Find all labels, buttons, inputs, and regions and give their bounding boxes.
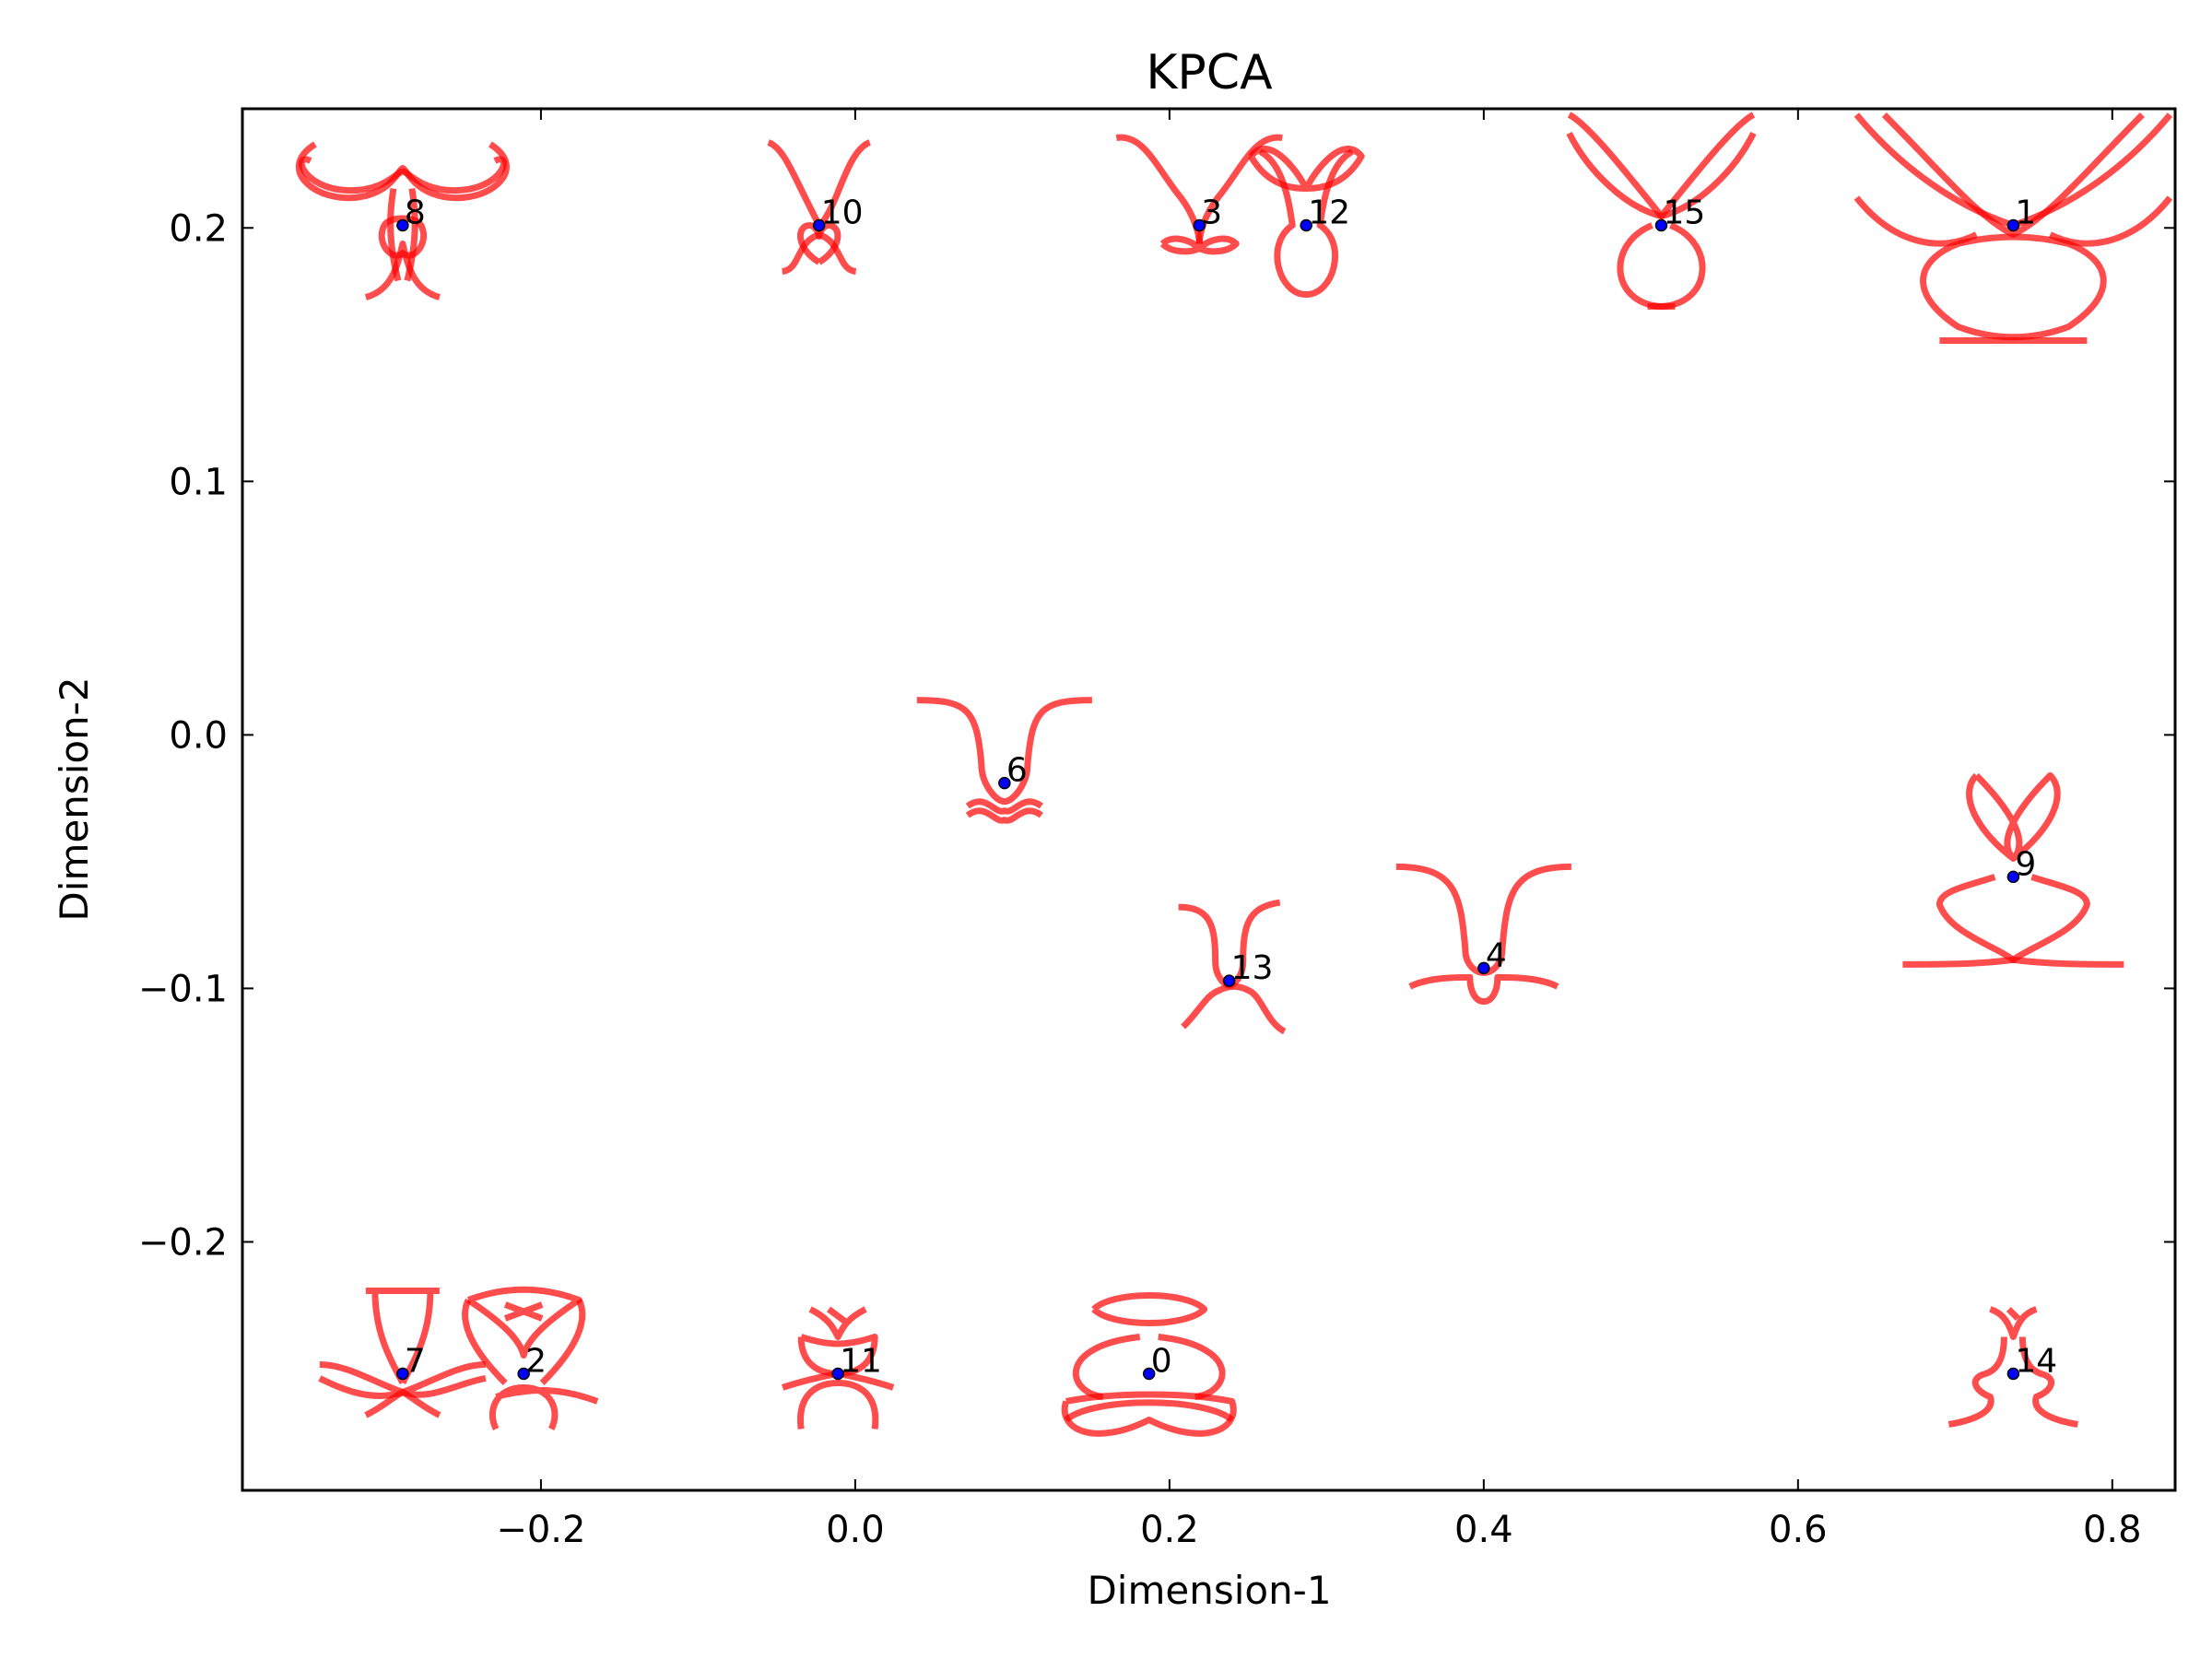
glyph-stroke xyxy=(1181,982,1287,1035)
glyph-stroke xyxy=(1947,1336,2078,1428)
point-label: 1 xyxy=(2015,194,2036,232)
point-marker xyxy=(396,1367,409,1381)
point-label: 8 xyxy=(405,194,426,232)
glyph-14 xyxy=(1947,1306,2078,1428)
tick-layer: −0.2 0.0 0.2 0.4 0.6 0.8 0.2 0.1 0.0 −0.1 −0.2 xyxy=(138,109,2175,1551)
glyph-stroke xyxy=(796,222,841,265)
point-marker xyxy=(1193,218,1206,232)
glyph-15 xyxy=(1566,112,1757,311)
x-tick-label: 0.8 xyxy=(2083,1509,2142,1551)
glyph-stroke xyxy=(1408,973,1559,1006)
glyph-12 xyxy=(1248,146,1365,299)
glyph-0 xyxy=(1061,1291,1237,1437)
glyph-stroke xyxy=(1920,233,2107,341)
x-tick-label: −0.2 xyxy=(496,1509,585,1551)
point-label: 2 xyxy=(525,1342,547,1380)
point-marker xyxy=(517,1367,530,1381)
point-marker xyxy=(1222,974,1236,987)
glyph-stroke xyxy=(296,141,510,202)
glyph-stroke xyxy=(1258,148,1355,299)
glyph-stroke xyxy=(364,241,441,300)
plot-frame xyxy=(241,107,2177,1492)
glyph-stroke xyxy=(1248,146,1365,193)
glyph-9 xyxy=(1902,771,2124,968)
x-tick-label: 0.4 xyxy=(1454,1509,1513,1551)
glyph-stroke xyxy=(462,1298,586,1385)
point-label: 13 xyxy=(1231,949,1274,987)
point-marker xyxy=(998,776,1011,790)
glyph-stroke xyxy=(1395,863,1571,976)
point-marker xyxy=(812,218,826,232)
point-marker xyxy=(1142,1367,1156,1381)
point-marker xyxy=(2006,870,2020,884)
point-marker xyxy=(2006,218,2020,232)
glyph-stroke xyxy=(466,1286,582,1359)
y-tick-label: −0.1 xyxy=(138,968,228,1010)
glyph-stroke xyxy=(1966,771,2061,862)
point-label: 6 xyxy=(1006,752,1028,790)
glyph-stroke xyxy=(1159,235,1240,255)
y-axis-label: Dimension-2 xyxy=(52,677,97,921)
point-label: 11 xyxy=(840,1342,882,1380)
point-marker xyxy=(1477,961,1490,975)
glyph-2 xyxy=(462,1286,599,1431)
point-label: 15 xyxy=(1664,194,1706,232)
glyph-stroke xyxy=(1566,131,1757,220)
glyph-stroke xyxy=(1072,1334,1226,1400)
glyph-stroke xyxy=(364,1388,441,1418)
point-marker xyxy=(2006,1367,2020,1381)
point-label: 4 xyxy=(1486,936,1507,974)
glyph-stroke xyxy=(1061,1391,1237,1437)
glyph-stroke xyxy=(488,1383,599,1431)
y-tick-label: 0.2 xyxy=(169,207,228,250)
point-label: 10 xyxy=(821,194,864,232)
point-marker xyxy=(1300,218,1312,232)
point-label: 14 xyxy=(2015,1342,2057,1380)
glyph-stroke xyxy=(797,1333,878,1377)
point-marker xyxy=(1654,218,1668,232)
y-tick-label: 0.0 xyxy=(169,714,228,757)
x-tick-label: 0.0 xyxy=(826,1509,885,1551)
glyph-stroke xyxy=(808,1306,867,1340)
point-marker xyxy=(831,1367,844,1381)
glyph-stroke xyxy=(1091,1291,1208,1326)
glyph-stroke xyxy=(387,187,418,282)
y-tick-label: 0.1 xyxy=(169,461,228,503)
chart-title: KPCA xyxy=(1146,45,1273,100)
point-label: 0 xyxy=(1151,1342,1172,1380)
point-label: 12 xyxy=(1308,194,1350,232)
glyph-stroke xyxy=(916,697,1092,806)
point-label: 7 xyxy=(405,1342,426,1380)
y-tick-label: −0.2 xyxy=(138,1221,228,1264)
glyph-stroke xyxy=(1064,1399,1234,1423)
x-axis-label: Dimension-1 xyxy=(1087,1568,1331,1613)
glyph-6 xyxy=(916,697,1092,824)
glyph-8 xyxy=(296,141,510,300)
point-marker xyxy=(396,218,409,232)
glyph-stroke xyxy=(503,1301,544,1322)
glyph-stroke xyxy=(965,798,1043,824)
x-tick-label: 0.6 xyxy=(1769,1509,1828,1551)
point-label: 9 xyxy=(2015,845,2036,883)
point-label: 3 xyxy=(1201,194,1222,232)
x-tick-label: 0.2 xyxy=(1140,1509,1199,1551)
glyph-stroke xyxy=(1989,1306,2038,1340)
glyph-stroke xyxy=(378,215,428,259)
glyph-stroke xyxy=(1902,956,2124,968)
glyph-4 xyxy=(1395,863,1571,1006)
